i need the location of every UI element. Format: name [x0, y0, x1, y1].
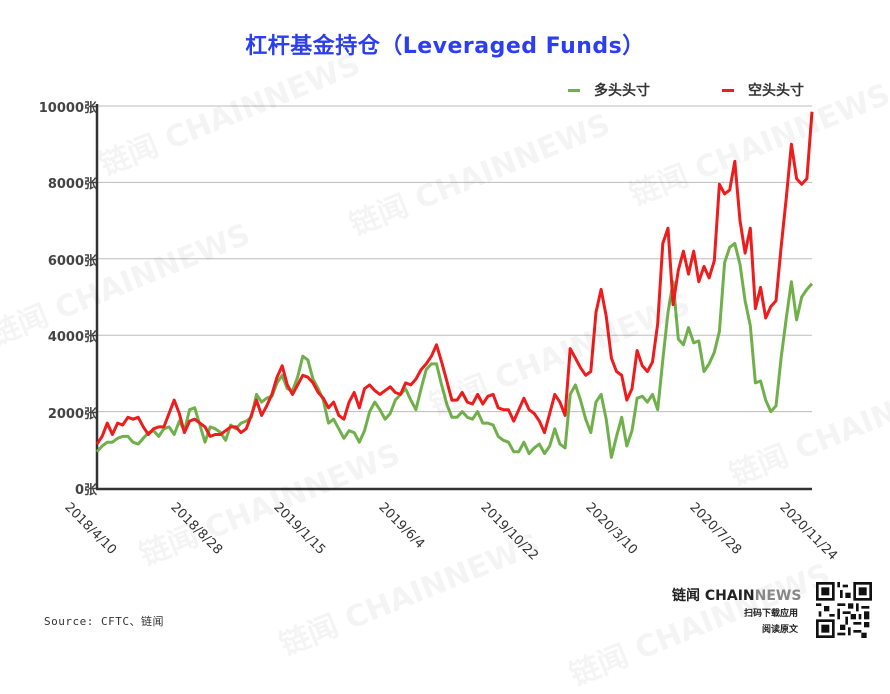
- brand-chain: CHAIN: [704, 588, 755, 604]
- legend-swatch-short: [722, 88, 734, 92]
- read-original-text: 阅读原文: [761, 625, 798, 635]
- y-tick-label: 6000张: [47, 253, 97, 269]
- y-tick-label: 8000张: [47, 177, 97, 193]
- brand-cn: 链闻: [672, 588, 705, 604]
- qr-code-icon[interactable]: [816, 582, 872, 638]
- scan-download-text: 扫码下载应用: [743, 609, 798, 619]
- series-line-short: [95, 111, 814, 445]
- brand-logo[interactable]: 链闻 CHAINNEWS: [672, 585, 801, 605]
- legend-item-short[interactable]: 空头头寸: [722, 80, 804, 100]
- series-line-long: [95, 242, 814, 459]
- gridlines: [97, 105, 812, 413]
- y-tick-label: 0张: [74, 483, 97, 498]
- source-note: Source: CFTC、链闻: [44, 615, 164, 628]
- brand-news: NEWS: [754, 588, 802, 604]
- legend-item-long[interactable]: 多头头寸: [568, 80, 650, 100]
- legend-label-short: 空头头寸: [748, 83, 804, 99]
- legend-label-long: 多头头寸: [594, 83, 650, 99]
- chart-title: 杠杆基金持仓（Leveraged Funds）: [245, 34, 645, 59]
- y-tick-label: 10000张: [38, 101, 97, 116]
- plot-area: [95, 104, 814, 491]
- legend-swatch-long: [568, 88, 580, 92]
- y-tick-label: 2000张: [47, 406, 97, 422]
- y-tick-label: 4000张: [47, 330, 97, 346]
